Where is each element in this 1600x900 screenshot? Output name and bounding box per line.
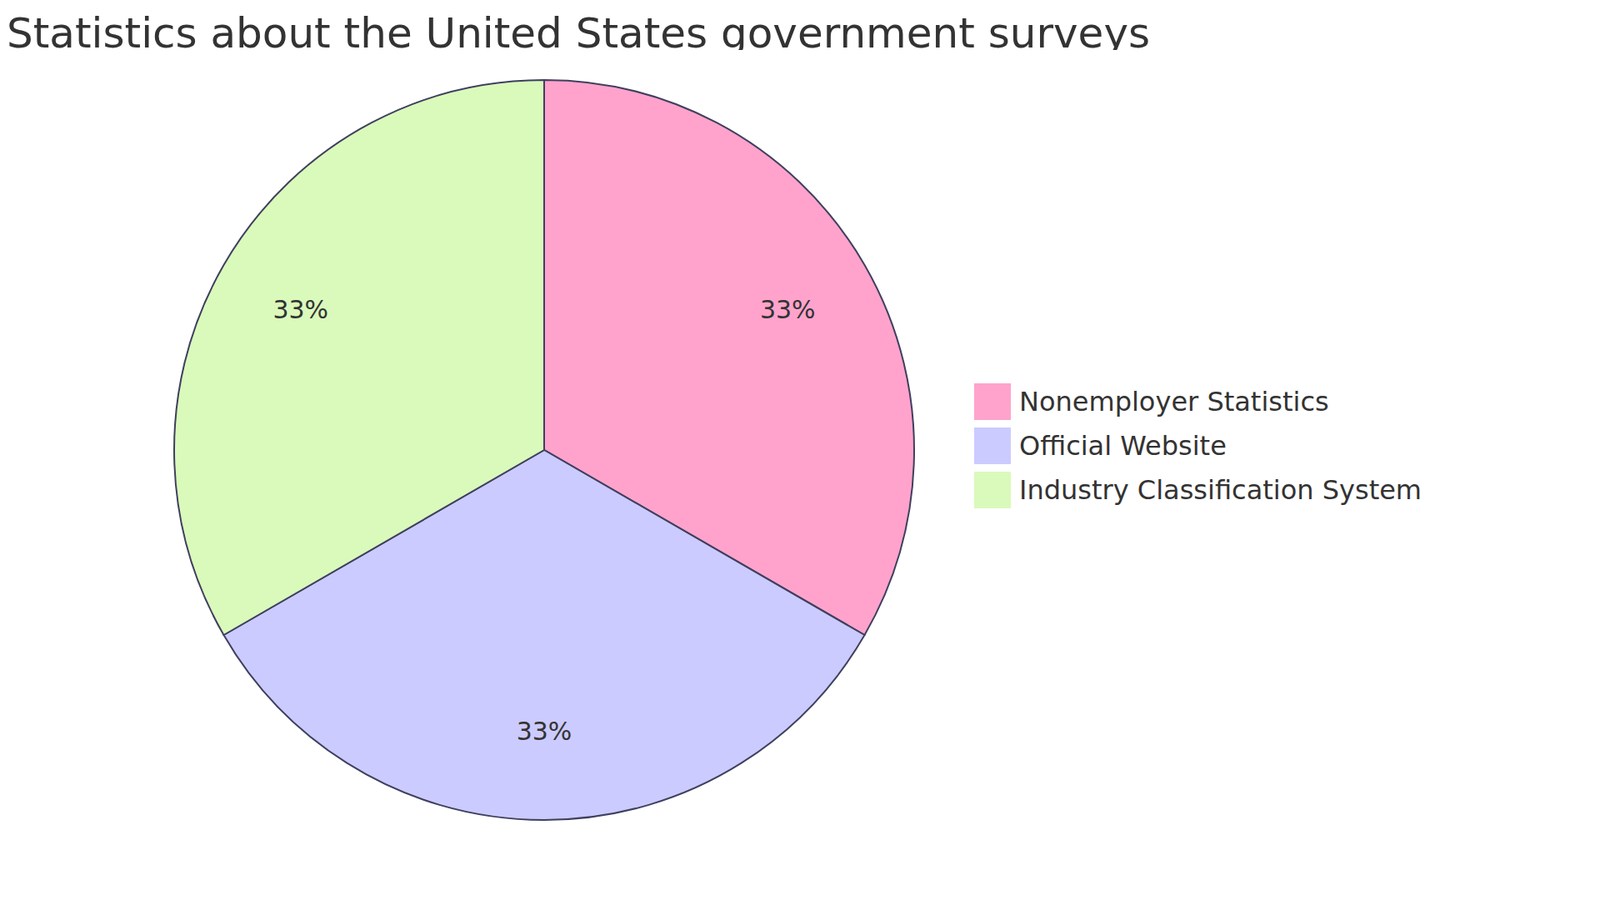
html-text:Nonemployer Statistics: Nonemployer Statistics [1019, 385, 1329, 418]
html-text:Statistics about the United St: Statistics about the United States gover… [6, 9, 1150, 58]
svg-text:33%: 33% [272, 295, 329, 325]
svg-text:33%: 33% [760, 295, 816, 325]
html-text:Industry Classification System: Industry Classification System [1019, 473, 1422, 506]
html-text:Official Website: Official Website [1019, 429, 1227, 462]
svg-text:33%: 33% [516, 716, 573, 746]
